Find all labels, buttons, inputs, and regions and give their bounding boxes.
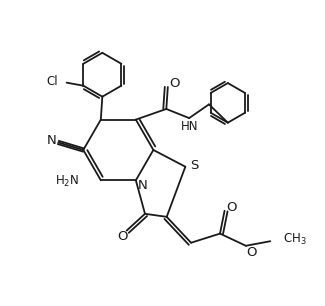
Text: O: O <box>169 77 180 91</box>
Text: N: N <box>47 134 57 147</box>
Text: O: O <box>226 201 237 214</box>
Text: N: N <box>138 179 148 192</box>
Text: O: O <box>117 230 127 243</box>
Text: O: O <box>246 246 257 259</box>
Text: Cl: Cl <box>46 75 58 88</box>
Text: CH$_3$: CH$_3$ <box>283 232 307 247</box>
Text: HN: HN <box>180 120 198 133</box>
Text: S: S <box>190 159 198 172</box>
Text: H$_2$N: H$_2$N <box>55 174 80 189</box>
